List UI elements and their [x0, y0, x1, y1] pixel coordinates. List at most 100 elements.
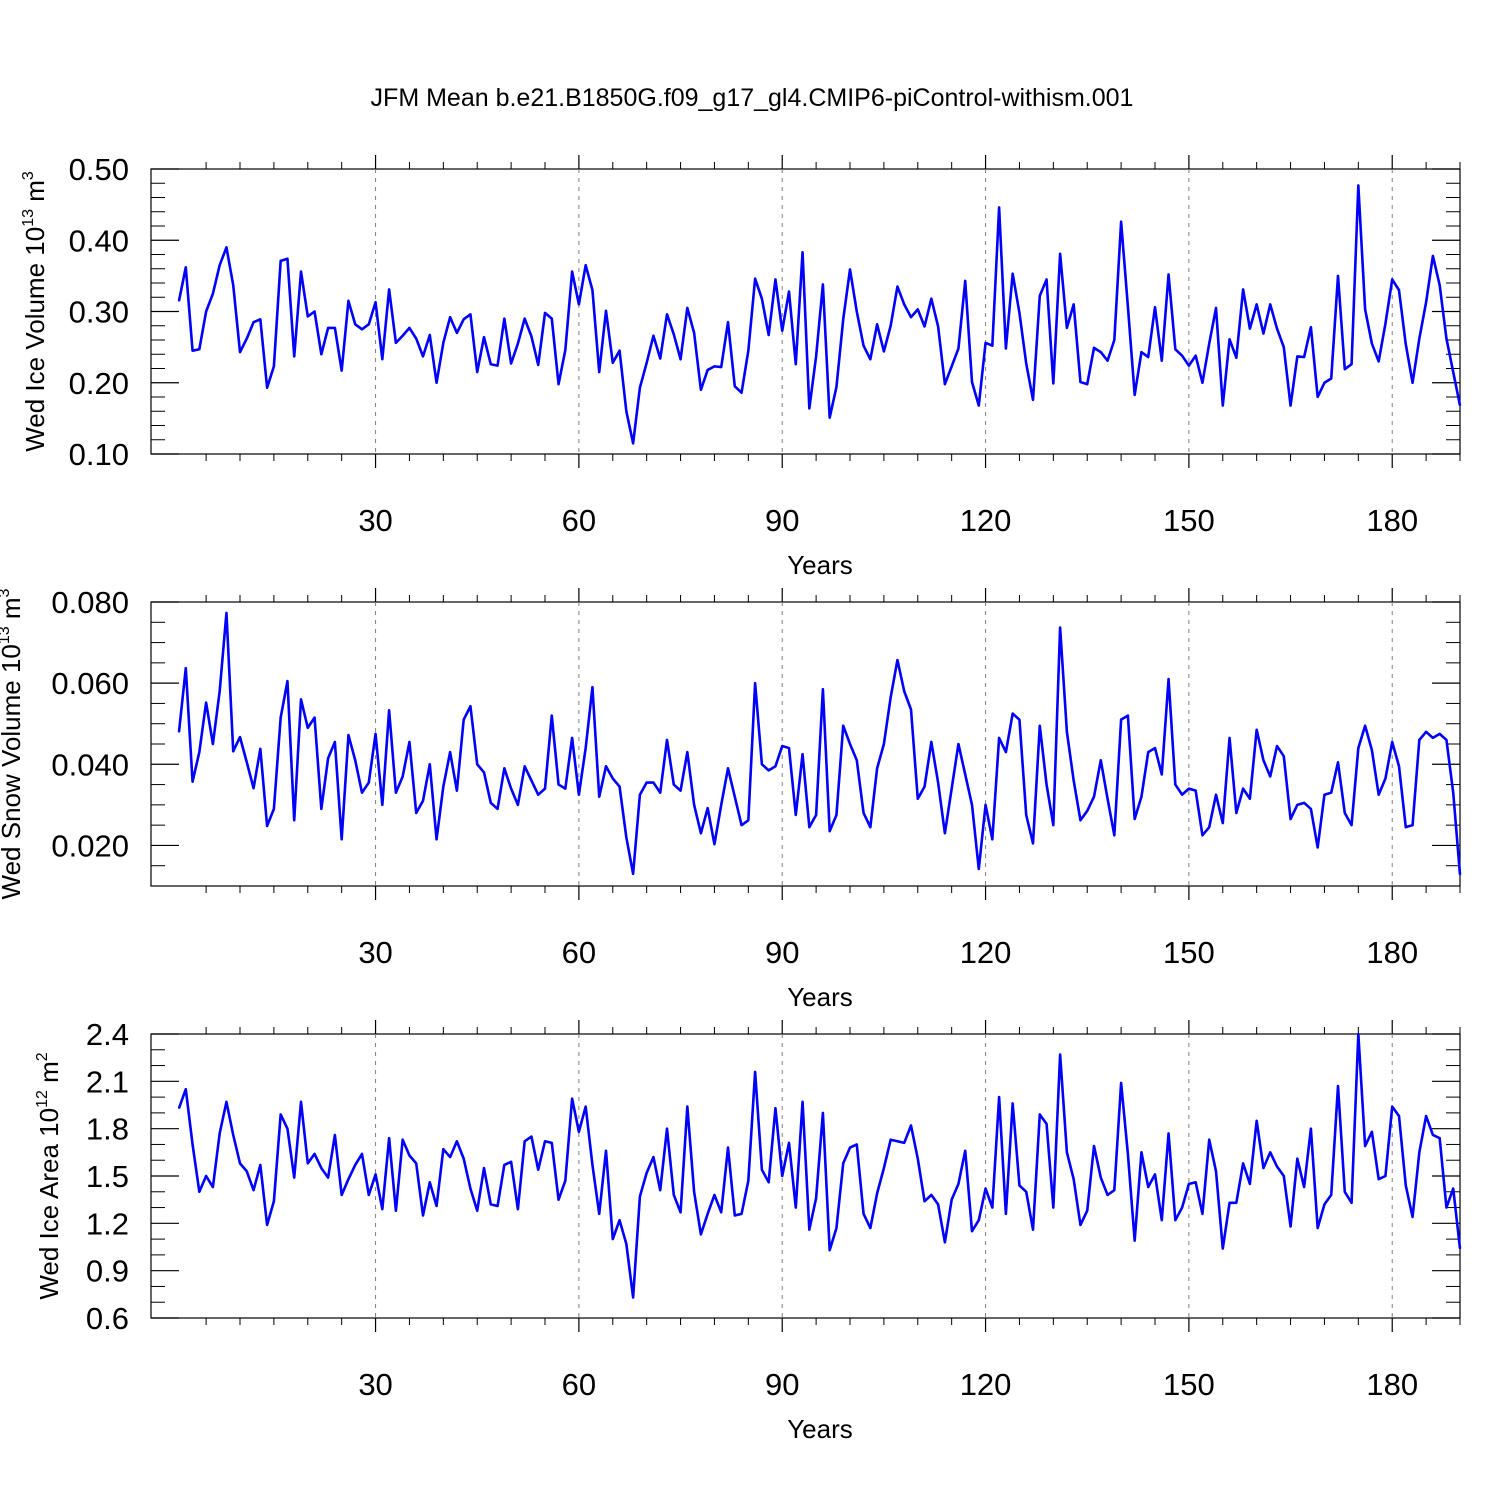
- data-point: [1174, 783, 1177, 786]
- data-point: [523, 1140, 526, 1143]
- y-axis-title-part: Wed Ice Volume 10: [20, 227, 50, 452]
- data-point: [666, 739, 668, 741]
- data-point: [1418, 337, 1421, 340]
- data-point: [1343, 812, 1346, 814]
- data-point: [306, 315, 309, 318]
- y-tick-label: 0.080: [51, 585, 129, 620]
- data-point: [1187, 1182, 1190, 1185]
- y-tick-label: 0.020: [51, 828, 129, 863]
- x-tick-label: 30: [358, 1367, 392, 1402]
- data-point: [1370, 749, 1373, 751]
- data-point: [1106, 1194, 1109, 1196]
- data-point: [1431, 1134, 1434, 1136]
- data-point: [1309, 1127, 1312, 1130]
- data-point: [1235, 1201, 1238, 1204]
- data-point: [618, 785, 621, 788]
- data-point: [1459, 1247, 1461, 1250]
- series-line: [177, 611, 1462, 876]
- data-point: [218, 690, 221, 693]
- data-point: [354, 323, 357, 326]
- data-point: [239, 351, 241, 354]
- data-point: [977, 868, 980, 870]
- data-point: [571, 1097, 574, 1100]
- data-point: [754, 682, 757, 685]
- data-point: [544, 1140, 546, 1143]
- data-point: [611, 361, 614, 364]
- data-point: [469, 705, 472, 708]
- data-point: [1242, 787, 1245, 790]
- data-point: [442, 785, 445, 788]
- data-point: [1411, 1216, 1414, 1218]
- data-point: [259, 318, 262, 321]
- data-point: [510, 1160, 513, 1163]
- data-point: [483, 336, 485, 339]
- data-point: [808, 407, 811, 410]
- data-point: [584, 747, 587, 749]
- data-point: [1242, 288, 1245, 291]
- data-point: [686, 307, 689, 309]
- data-point: [1215, 1170, 1217, 1173]
- data-point: [239, 736, 241, 739]
- data-point: [408, 326, 411, 329]
- data-point: [1350, 363, 1353, 366]
- data-point: [435, 1205, 438, 1207]
- data-point: [774, 1107, 777, 1110]
- data-point: [442, 1148, 445, 1151]
- data-point: [896, 1140, 899, 1143]
- data-point: [300, 698, 302, 701]
- data-point: [625, 1242, 628, 1245]
- data-point: [1106, 359, 1109, 362]
- y-axis-title-superscript: 13: [20, 209, 37, 227]
- data-point: [198, 1190, 201, 1193]
- data-point: [571, 737, 574, 739]
- y-tick-label: 0.9: [86, 1254, 129, 1289]
- data-point: [191, 349, 194, 352]
- data-point: [503, 767, 506, 770]
- data-point: [652, 781, 655, 784]
- data-point: [869, 826, 872, 829]
- data-point: [388, 1137, 391, 1140]
- data-point: [367, 781, 370, 784]
- x-tick-label: 150: [1163, 935, 1215, 970]
- data-point: [516, 342, 519, 345]
- data-point: [767, 334, 770, 336]
- data-point: [1174, 348, 1177, 351]
- data-point: [625, 836, 628, 839]
- data-point: [1438, 732, 1441, 735]
- data-point: [374, 301, 377, 304]
- data-point: [225, 612, 228, 614]
- data-point: [462, 318, 465, 321]
- data-point: [693, 803, 696, 806]
- data-point: [1099, 759, 1102, 762]
- data-point: [361, 1153, 363, 1155]
- data-point: [1296, 803, 1299, 806]
- data-point: [842, 724, 845, 727]
- x-tick-label: 120: [960, 935, 1012, 970]
- data-point: [428, 1181, 431, 1184]
- data-point: [293, 819, 296, 822]
- data-point: [1181, 1206, 1184, 1209]
- data-point: [1445, 1206, 1448, 1209]
- y-axis-title-part: m: [20, 180, 50, 209]
- data-point: [449, 1156, 452, 1158]
- data-point: [530, 1135, 533, 1138]
- data-point: [1452, 791, 1455, 794]
- data-point: [415, 812, 418, 814]
- data-point: [1242, 1162, 1245, 1165]
- data-point: [1289, 818, 1292, 820]
- data-point: [313, 716, 316, 719]
- data-point: [1194, 354, 1197, 357]
- data-point: [923, 785, 926, 788]
- data-point: [598, 795, 601, 798]
- data-point: [286, 1127, 289, 1130]
- data-point: [991, 1206, 994, 1209]
- data-point: [1357, 184, 1360, 187]
- data-point: [903, 1141, 906, 1144]
- data-point: [991, 838, 994, 841]
- y-axis-title-superscript: 3: [20, 171, 37, 180]
- x-tick-label: 150: [1163, 503, 1215, 538]
- data-point: [835, 814, 838, 816]
- data-point: [1215, 793, 1217, 796]
- y-tick-label: 0.6: [86, 1301, 129, 1336]
- data-point: [740, 391, 743, 394]
